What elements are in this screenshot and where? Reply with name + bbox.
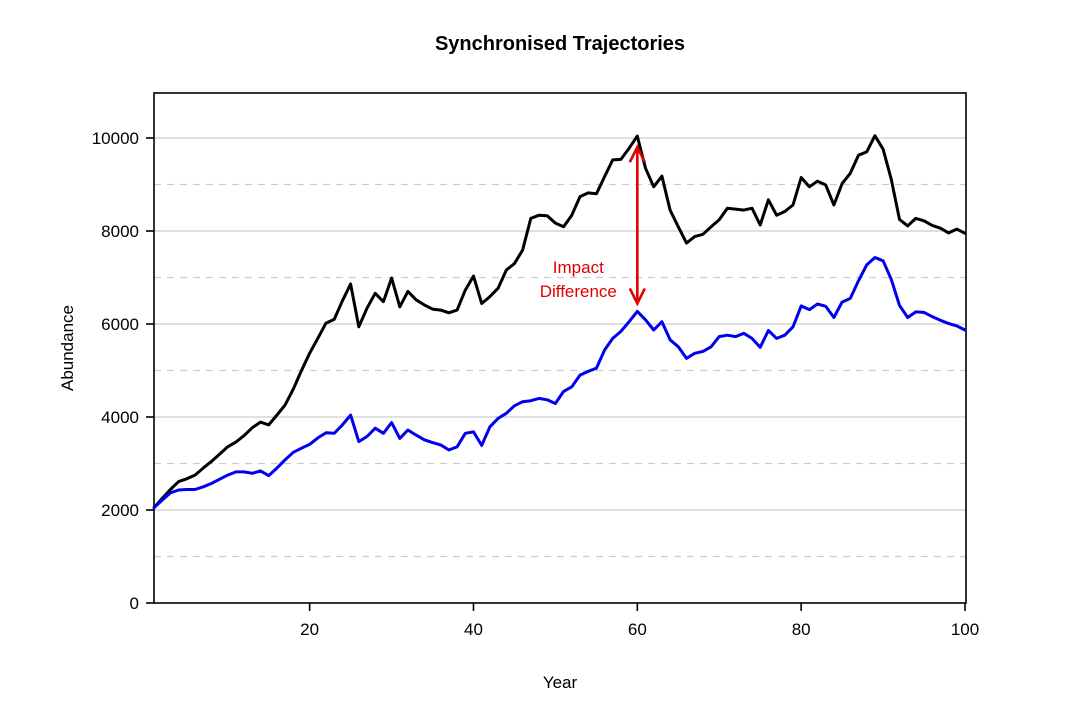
y-tick-label: 4000 [101, 408, 139, 427]
gridlines [154, 137, 966, 558]
x-tick-label: 60 [628, 620, 647, 639]
x-tick-label: 40 [464, 620, 483, 639]
x-tick-label: 80 [792, 620, 811, 639]
blue-trajectory-line [152, 256, 967, 510]
x-tick-label: 20 [300, 620, 319, 639]
y-tick-label: 10000 [92, 129, 139, 148]
y-tick-label: 6000 [101, 315, 139, 334]
impact-arrow-head-bottom [628, 287, 646, 307]
impact-annotation: Impact Difference [540, 144, 646, 307]
y-tick-label: 8000 [101, 222, 139, 241]
impact-label-line1: Impact [553, 258, 604, 277]
black-trajectory-line [152, 134, 967, 510]
x-tick-label: 100 [951, 620, 979, 639]
impact-arrow-head-top [628, 144, 646, 163]
series-lines [152, 134, 967, 510]
y-axis-label: Abundance [58, 305, 77, 391]
plot-border [153, 92, 967, 604]
x-axis-label: Year [543, 673, 578, 692]
y-tick-label: 2000 [101, 501, 139, 520]
impact-label-line2: Difference [540, 282, 617, 301]
axis-ticks: 20 40 60 80 100 0 2000 4000 6000 8000 10000 [92, 129, 979, 639]
chart-title: Synchronised Trajectories [435, 33, 685, 55]
y-tick-label: 0 [130, 594, 139, 613]
